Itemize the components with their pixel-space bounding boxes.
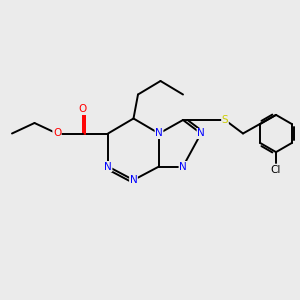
Text: O: O <box>78 104 87 115</box>
Text: N: N <box>179 161 187 172</box>
Text: N: N <box>130 175 137 185</box>
Text: S: S <box>222 115 228 125</box>
Text: Cl: Cl <box>271 165 281 175</box>
Text: N: N <box>104 161 112 172</box>
Text: N: N <box>155 128 163 139</box>
Text: N: N <box>197 128 205 139</box>
Text: O: O <box>53 128 61 139</box>
